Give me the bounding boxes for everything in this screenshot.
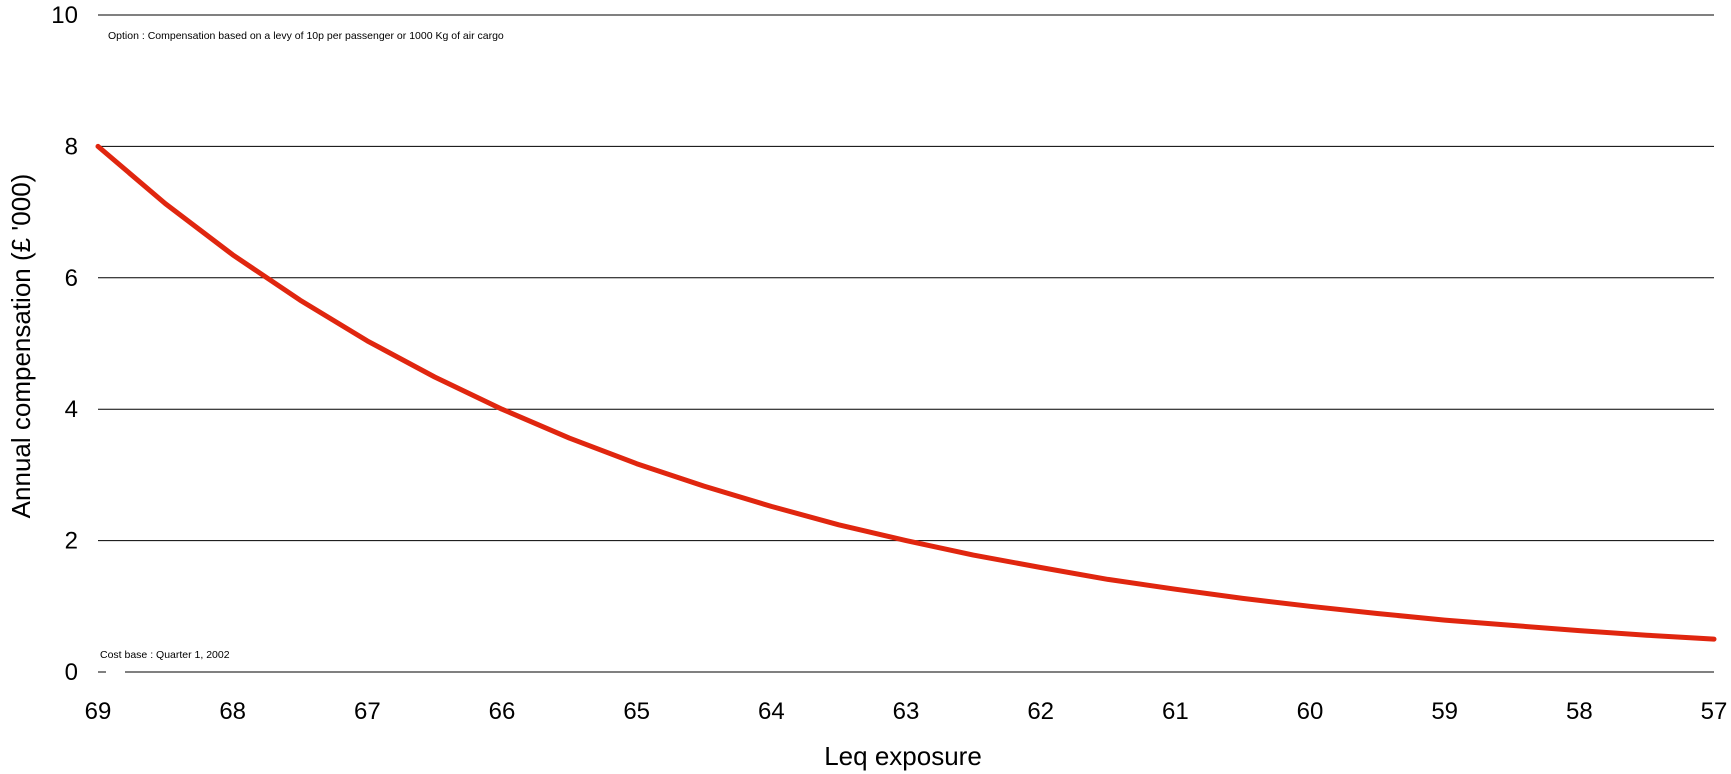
y-tick-label: 6 xyxy=(65,265,78,292)
x-tick-label: 65 xyxy=(623,698,650,725)
x-tick-label: 60 xyxy=(1297,698,1324,725)
y-tick-label: 0 xyxy=(65,659,78,686)
x-tick-label: 59 xyxy=(1431,698,1458,725)
y-axis-ticks: 0 2 4 6 8 10 xyxy=(51,2,78,686)
x-tick-label: 68 xyxy=(219,698,246,725)
x-tick-label: 64 xyxy=(758,698,785,725)
series-layer xyxy=(95,143,1717,642)
cost-base-annotation: Cost base : Quarter 1, 2002 xyxy=(100,649,230,661)
y-tick-label: 4 xyxy=(65,396,78,423)
y-axis-title: Annual compensation (£ '000) xyxy=(6,174,36,519)
x-axis-ticks: 69 68 67 66 65 64 63 62 61 60 59 58 57 xyxy=(85,698,1728,725)
option-annotation: Option : Compensation based on a levy of… xyxy=(108,30,504,42)
x-tick-label: 66 xyxy=(489,698,516,725)
y-tick-label: 8 xyxy=(65,133,78,160)
x-tick-label: 67 xyxy=(354,698,381,725)
x-axis-title: Leq exposure xyxy=(824,741,982,771)
y-tick-label: 10 xyxy=(51,2,78,29)
y-tick-label: 2 xyxy=(65,528,78,555)
gridlines xyxy=(98,14,1714,673)
x-tick-label: 58 xyxy=(1566,698,1593,725)
series-line xyxy=(95,143,1717,642)
x-tick-label: 61 xyxy=(1162,698,1189,725)
x-tick-label: 57 xyxy=(1701,698,1728,725)
x-tick-label: 69 xyxy=(85,698,112,725)
x-tick-label: 62 xyxy=(1027,698,1054,725)
x-tick-label: 63 xyxy=(893,698,920,725)
